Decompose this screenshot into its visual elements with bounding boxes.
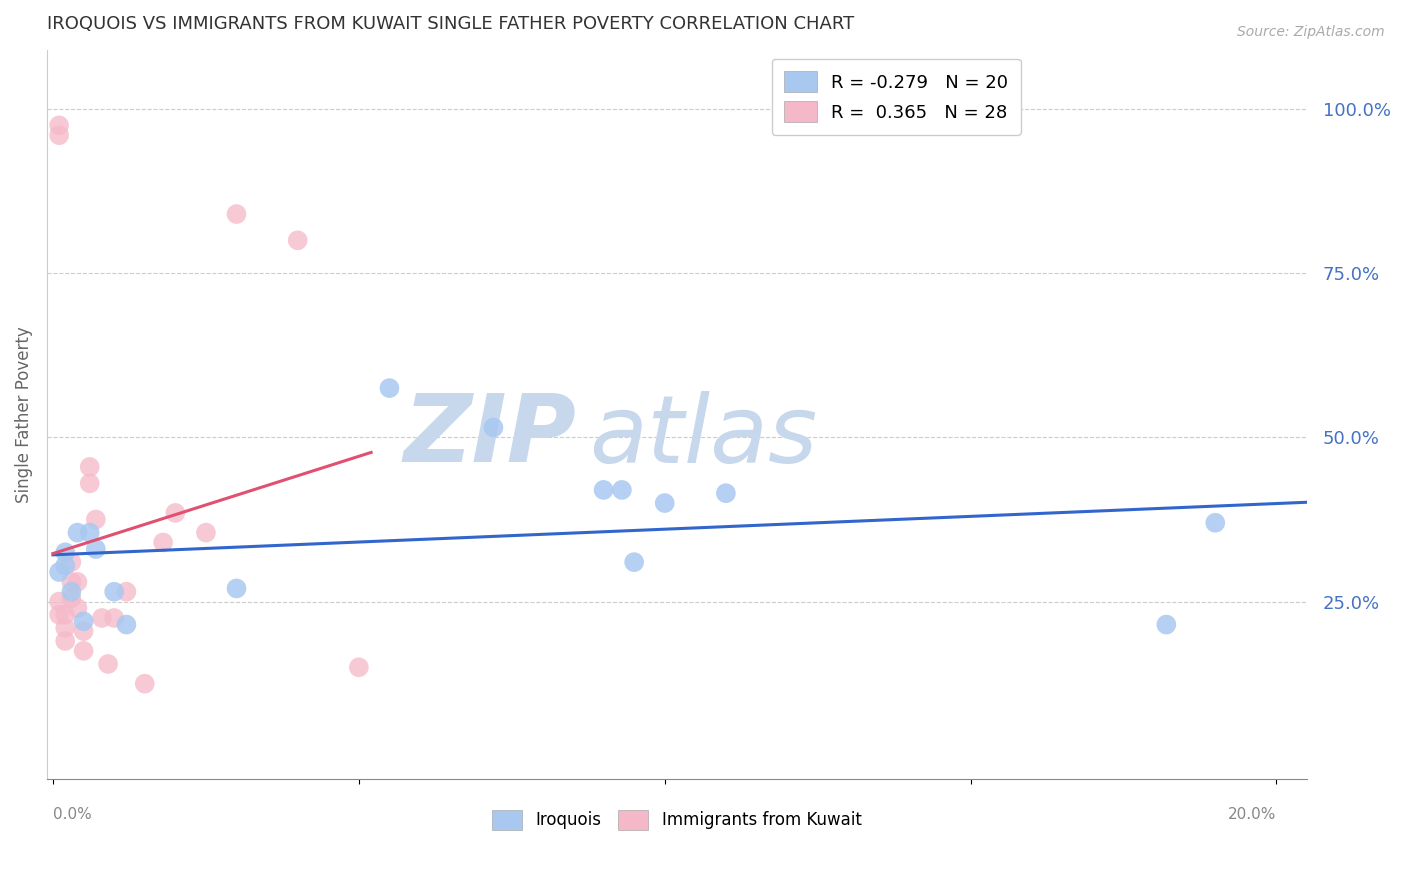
Text: ZIP: ZIP (404, 390, 576, 483)
Point (287, 233, 309, 247)
Point (60, 555, 83, 569)
Point (225, 582, 247, 596)
Point (592, 483, 614, 497)
Point (115, 617, 138, 632)
Text: 20.0%: 20.0% (1227, 806, 1277, 822)
Point (66, 601, 89, 615)
Point (60, 584, 83, 599)
Point (378, 381, 401, 395)
Point (623, 555, 645, 569)
Point (48, 119, 70, 133)
Point (714, 486, 737, 500)
Point (482, 420, 505, 434)
Point (48, 128, 70, 143)
Point (152, 535, 174, 549)
Point (225, 207, 247, 221)
Y-axis label: Single Father Poverty: Single Father Poverty (15, 326, 32, 503)
Point (134, 676, 156, 690)
Point (53, 558, 76, 573)
Point (610, 483, 633, 497)
Point (194, 525, 217, 540)
Point (48, 565, 70, 579)
Legend: Iroquois, Immigrants from Kuwait: Iroquois, Immigrants from Kuwait (485, 804, 869, 836)
Text: 0.0%: 0.0% (53, 806, 91, 822)
Point (84, 542, 107, 557)
Point (66, 525, 89, 540)
Point (72, 614, 94, 628)
Point (72, 644, 94, 658)
Point (66, 574, 89, 589)
Point (1204, 516, 1226, 530)
Point (53, 545, 76, 559)
Text: atlas: atlas (589, 391, 817, 482)
Point (84, 512, 107, 526)
Point (115, 584, 138, 599)
Point (347, 660, 370, 674)
Point (97, 657, 120, 671)
Point (60, 574, 83, 589)
Point (103, 611, 125, 625)
Point (48, 594, 70, 608)
Point (165, 506, 187, 520)
Point (53, 621, 76, 635)
Point (1156, 617, 1178, 632)
Text: Source: ZipAtlas.com: Source: ZipAtlas.com (1237, 25, 1385, 39)
Point (53, 634, 76, 648)
Point (91, 611, 114, 625)
Text: IROQUOIS VS IMMIGRANTS FROM KUWAIT SINGLE FATHER POVERTY CORRELATION CHART: IROQUOIS VS IMMIGRANTS FROM KUWAIT SINGL… (46, 15, 853, 33)
Point (72, 624, 94, 639)
Point (79, 525, 101, 540)
Point (53, 607, 76, 622)
Point (60, 591, 83, 606)
Point (103, 584, 125, 599)
Point (79, 459, 101, 474)
Point (48, 607, 70, 622)
Point (654, 496, 676, 510)
Point (79, 476, 101, 491)
